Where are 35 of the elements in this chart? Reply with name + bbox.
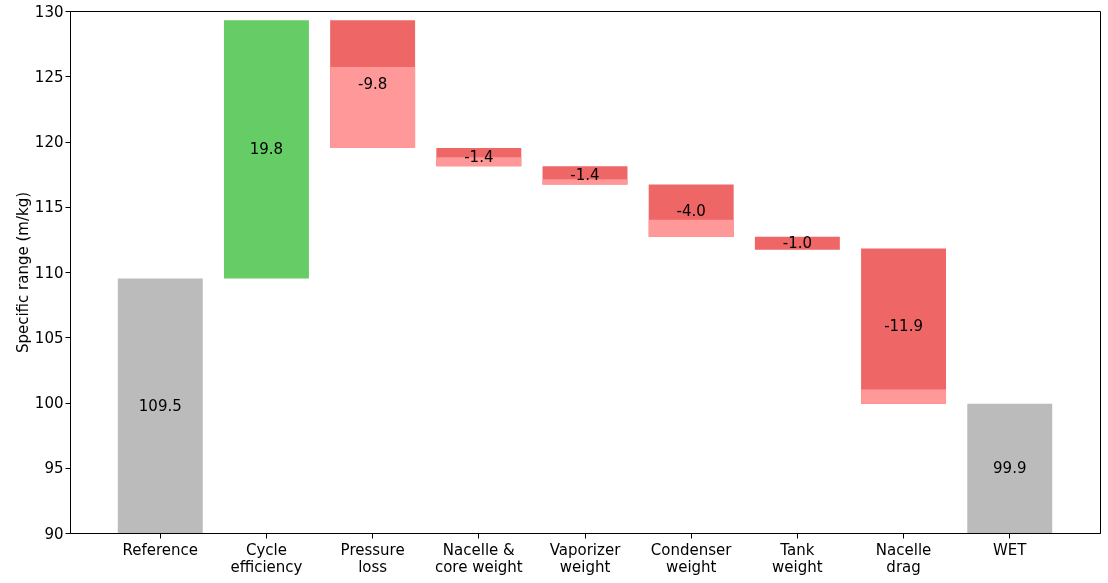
x-tick-label: WET: [993, 540, 1028, 559]
data-label: 19.8: [249, 140, 284, 159]
bar: [967, 403, 1053, 533]
data-label: -1.4: [570, 166, 600, 185]
y-tick-label: 115: [34, 198, 64, 217]
y-tick-label: 95: [44, 459, 64, 478]
x-tick-label: Nacelle drag: [875, 540, 932, 576]
bar: [648, 219, 734, 237]
x-tick-label: Cycle efficiency: [230, 540, 303, 576]
bar: [223, 20, 309, 279]
data-label: -4.0: [676, 201, 706, 220]
bar: [117, 278, 203, 533]
y-tick-label: 125: [34, 67, 64, 86]
data-label: -1.0: [782, 234, 813, 253]
data-label: -1.4: [464, 148, 494, 167]
y-tick-label: 105: [34, 328, 64, 347]
y-tick-label: 130: [34, 2, 64, 21]
y-tick-label: 110: [34, 263, 64, 282]
y-tick-label: 90: [44, 524, 64, 543]
data-label: -9.8: [357, 75, 388, 94]
data-label: 109.5: [138, 396, 182, 415]
data-label: -11.9: [884, 317, 923, 336]
x-tick-label: Reference: [122, 540, 199, 559]
x-tick-label: Condenser weight: [650, 540, 733, 576]
x-tick-label: Vaporizer weight: [549, 540, 622, 576]
bar: [330, 67, 416, 149]
x-tick-label: Nacelle & core weight: [434, 540, 523, 576]
bar: [861, 389, 947, 404]
x-tick-label: Tank weight: [772, 540, 823, 576]
bar: [542, 179, 628, 185]
data-label: 99.9: [993, 459, 1027, 478]
y-tick-label: 100: [34, 394, 64, 412]
y-axis-title: Specific range (m/kg): [13, 191, 32, 354]
y-tick-label: 120: [34, 133, 64, 151]
x-tick-label: Pressure loss: [340, 540, 405, 576]
